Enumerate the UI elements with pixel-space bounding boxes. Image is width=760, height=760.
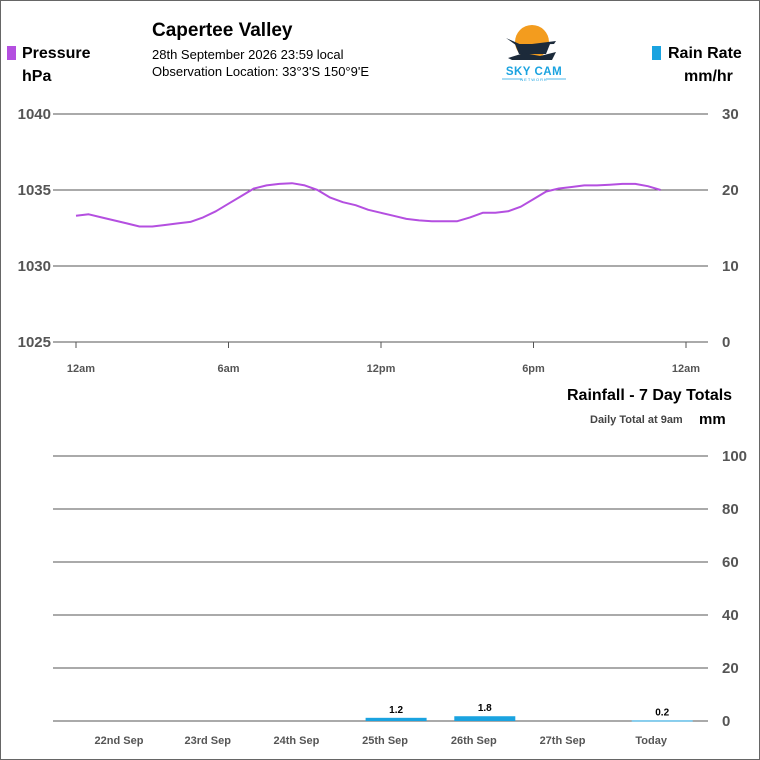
rain-rate-legend-label: Rain Rate bbox=[668, 45, 742, 62]
x-category-label: 26th Sep bbox=[451, 735, 497, 747]
station-title: Capertee Valley bbox=[152, 20, 293, 41]
x-tick-label: 12pm bbox=[367, 363, 396, 375]
y-tick-label-left: 1040 bbox=[18, 106, 51, 123]
pressure-legend-label: Pressure bbox=[22, 45, 91, 62]
y-tick-label: 100 bbox=[722, 448, 747, 465]
rainfall-chart-title: Rainfall - 7 Day Totals bbox=[567, 387, 733, 404]
y-tick-label: 80 bbox=[722, 501, 739, 518]
x-category-label: Today bbox=[635, 735, 667, 747]
pressure-chart: 1040 1035 1030 1025 30 20 10 0 12am 6am 12pm 6pm 12a… bbox=[18, 106, 739, 375]
x-category-label: 24th Sep bbox=[273, 735, 319, 747]
y-tick-label-right: 10 bbox=[722, 258, 739, 275]
bar-value-label: 1.8 bbox=[478, 703, 492, 714]
logo-subtext: NETWORK bbox=[520, 77, 547, 82]
x-tick-label: 6pm bbox=[522, 363, 545, 375]
bar-value-label: 0.2 bbox=[655, 707, 669, 718]
y-tick-label: 0 bbox=[722, 713, 730, 730]
rainfall-bar bbox=[454, 716, 516, 721]
pressure-legend-swatch bbox=[7, 46, 16, 60]
x-tick-label: 12am bbox=[67, 363, 95, 375]
x-category-label: 25th Sep bbox=[362, 735, 408, 747]
logo-wordmark: SKY CAM bbox=[506, 66, 562, 78]
rainfall-unit-label: mm bbox=[699, 411, 726, 428]
observation-datetime: 28th September 2026 23:59 local bbox=[152, 47, 344, 62]
y-tick-label-left: 1030 bbox=[18, 258, 51, 275]
bar-value-label: 1.2 bbox=[389, 705, 403, 716]
x-category-label: 23rd Sep bbox=[184, 735, 231, 747]
sky-cam-logo: SKY CAM NETWORK bbox=[494, 20, 574, 84]
y-tick-label-right: 0 bbox=[722, 334, 730, 351]
plane-icon bbox=[515, 44, 550, 54]
y-tick-label-left: 1035 bbox=[18, 182, 51, 199]
x-category-label: 27th Sep bbox=[540, 735, 586, 747]
y-tick-label-left: 1025 bbox=[18, 334, 51, 351]
x-tick-label: 12am bbox=[672, 363, 700, 375]
rainfall-bar bbox=[365, 717, 427, 721]
y-tick-label: 20 bbox=[722, 660, 739, 677]
rainfall-bar bbox=[631, 720, 693, 722]
y-tick-label-right: 30 bbox=[722, 106, 739, 123]
rainfall-chart: 100 80 60 40 20 0 22nd Sep 23rd Sep 24th Sep 25th… bbox=[53, 448, 747, 747]
y-tick-label: 60 bbox=[722, 554, 739, 571]
pressure-series-line bbox=[75, 182, 661, 228]
y-tick-label-right: 20 bbox=[722, 182, 739, 199]
y-tick-label: 40 bbox=[722, 607, 739, 624]
x-tick-label: 6am bbox=[217, 363, 239, 375]
rainfall-daily-note: Daily Total at 9am bbox=[590, 414, 683, 426]
x-category-label: 22nd Sep bbox=[95, 735, 144, 747]
rain-rate-legend-swatch bbox=[652, 46, 661, 60]
observation-location: Observation Location: 33°3'S 150°9'E bbox=[152, 64, 370, 79]
rain-rate-unit-label: mm/hr bbox=[684, 68, 733, 85]
pressure-unit-label: hPa bbox=[22, 68, 52, 85]
